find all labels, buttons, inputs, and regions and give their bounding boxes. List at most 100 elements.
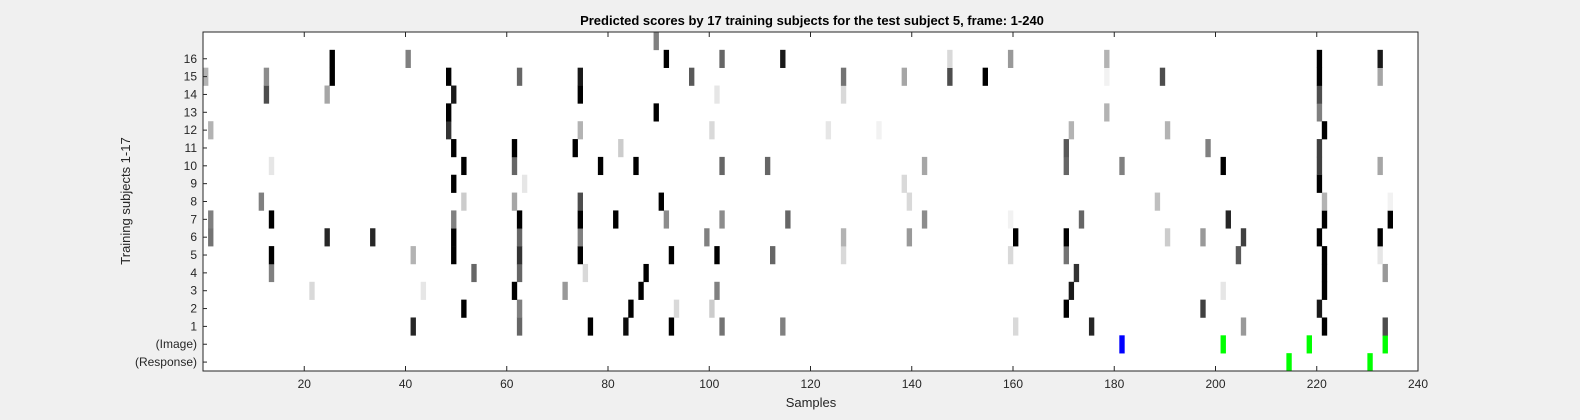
y-axis-label: Training subjects 1-17 xyxy=(118,137,133,264)
heatmap-cell xyxy=(451,228,457,247)
heatmap-cell xyxy=(208,121,214,140)
y-tick-label: 7 xyxy=(190,212,197,226)
x-tick-label: 20 xyxy=(298,377,312,391)
heatmap-cell xyxy=(1063,246,1069,265)
heatmap-cell xyxy=(714,85,720,104)
heatmap-cell xyxy=(1164,121,1171,140)
x-tick-label: 40 xyxy=(399,377,413,391)
x-tick-label: 80 xyxy=(601,377,615,391)
y-tick-label: 8 xyxy=(190,195,197,209)
heatmap-cell xyxy=(1200,228,1206,247)
x-tick-label: 180 xyxy=(1104,377,1124,391)
heatmap-cell xyxy=(704,228,710,247)
heatmap-cell xyxy=(329,49,335,68)
y-tick-label: 3 xyxy=(190,284,197,298)
heatmap-cell xyxy=(714,281,720,300)
heatmap-cell xyxy=(947,49,953,68)
heatmap-cell xyxy=(451,246,457,265)
heatmap-cell xyxy=(668,246,675,265)
y-tick-label: 11 xyxy=(185,141,198,155)
heatmap-cell xyxy=(1316,67,1323,86)
heatmap-cell xyxy=(1387,192,1393,211)
heatmap-cell xyxy=(577,210,583,229)
heatmap-cell xyxy=(1154,192,1161,211)
heatmap-cell xyxy=(709,299,715,318)
heatmap-cell xyxy=(1382,263,1388,283)
heatmap-cell xyxy=(1377,67,1383,86)
heatmap-cell xyxy=(628,299,634,318)
heatmap-cell xyxy=(1316,299,1323,318)
heatmap-cell xyxy=(410,317,416,336)
heatmap-cell xyxy=(719,156,725,176)
heatmap-cell xyxy=(906,228,913,247)
heatmap-cell xyxy=(719,49,725,68)
heatmap-cell xyxy=(1235,246,1242,265)
heatmap-cell xyxy=(643,263,649,283)
heatmap-cell xyxy=(840,228,847,247)
heatmap-cell xyxy=(901,67,907,86)
heatmap-cell xyxy=(633,156,639,176)
heatmap-cell xyxy=(451,174,457,193)
plot-area[interactable] xyxy=(203,32,1418,371)
heatmap-cell xyxy=(1316,228,1323,247)
heatmap-cell xyxy=(516,317,523,336)
heatmap-cell xyxy=(1286,353,1292,372)
heatmap-cell xyxy=(446,67,452,86)
heatmap-cell xyxy=(1013,228,1019,247)
heatmap-cell xyxy=(511,192,518,211)
heatmap-cell xyxy=(1382,317,1388,336)
heatmap-cell xyxy=(1382,335,1388,354)
heatmap-cell xyxy=(461,192,467,211)
heatmap-cell xyxy=(1119,335,1125,354)
heatmap-cell xyxy=(516,210,523,229)
heatmap-cell xyxy=(577,67,583,86)
heatmap-cell xyxy=(309,281,315,300)
heatmap-cell xyxy=(1073,263,1080,283)
y-tick-label: 2 xyxy=(190,302,197,316)
heatmap-cell xyxy=(461,156,467,176)
heatmap-cell xyxy=(658,192,664,211)
heatmap-cell xyxy=(451,210,457,229)
heatmap-cell xyxy=(1367,353,1373,372)
heatmap-cell xyxy=(1205,139,1211,158)
heatmap-cell xyxy=(840,85,847,104)
heatmap-cell xyxy=(1316,85,1323,104)
heatmap-cell xyxy=(1220,281,1226,300)
heatmap-cell xyxy=(673,299,680,318)
heatmap-cell xyxy=(1104,103,1110,122)
heatmap-cell xyxy=(1316,49,1323,68)
heatmap-cell xyxy=(982,67,988,86)
heatmap-cell xyxy=(516,246,523,265)
heatmap-cell xyxy=(921,210,928,229)
heatmap-cell xyxy=(840,67,847,86)
y-tick-label: 13 xyxy=(184,105,198,119)
x-axis-label: Samples xyxy=(786,395,837,410)
heatmap-cell xyxy=(1321,121,1328,140)
heatmap-cell xyxy=(1063,228,1069,247)
heatmap-cell xyxy=(1306,335,1312,354)
heatmap-cell xyxy=(1063,156,1069,176)
heatmap-cell xyxy=(577,85,583,104)
heatmap-cell xyxy=(1068,281,1075,300)
heatmap-cell xyxy=(208,210,214,229)
heatmap-cell xyxy=(420,281,427,300)
heatmap-cell xyxy=(689,67,695,86)
heatmap-cell xyxy=(562,281,568,300)
heatmap-cell xyxy=(663,210,670,229)
heatmap-cell xyxy=(921,156,928,176)
heatmap-cell xyxy=(1387,210,1393,229)
heatmap-cell xyxy=(597,156,604,176)
heatmap-cell xyxy=(329,67,335,86)
y-tick-label: 6 xyxy=(190,230,197,244)
heatmap-cell xyxy=(719,317,725,336)
heatmap-cell xyxy=(1240,228,1247,247)
heatmap-cell xyxy=(1104,49,1110,68)
heatmap-cell xyxy=(1063,299,1069,318)
heatmap-cell xyxy=(1078,210,1085,229)
x-tick-label: 120 xyxy=(800,377,820,391)
x-tick-label: 200 xyxy=(1205,377,1225,391)
heatmap-cell xyxy=(1220,335,1226,354)
heatmap-cell xyxy=(1321,210,1328,229)
y-tick-label: 15 xyxy=(184,70,198,84)
heatmap-cell xyxy=(1159,67,1166,86)
